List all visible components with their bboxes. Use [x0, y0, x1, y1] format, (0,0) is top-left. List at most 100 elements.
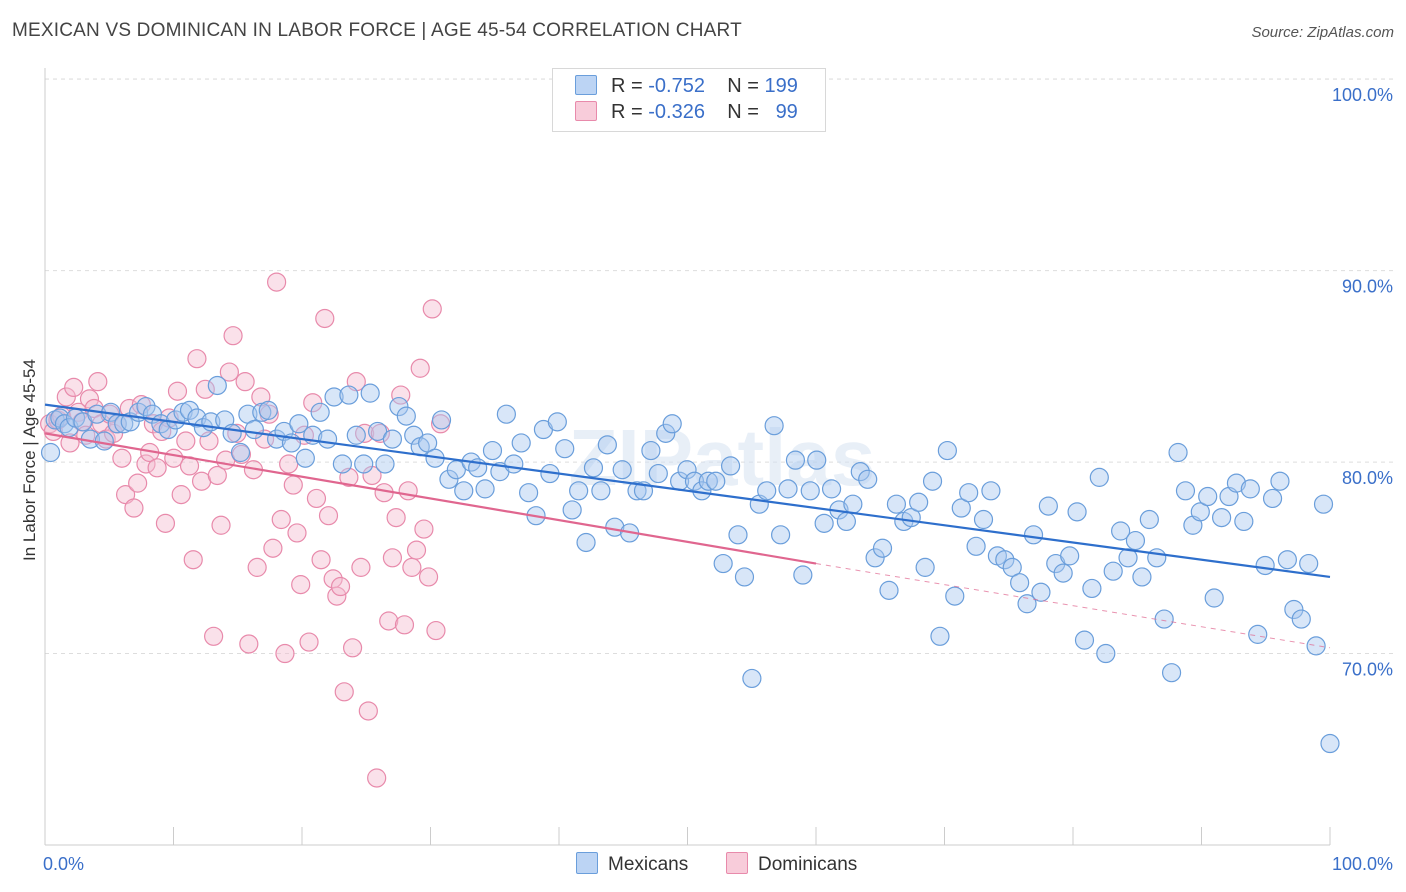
- mexicans-point: [641, 440, 661, 461]
- mexicans-point: [1053, 563, 1073, 583]
- dominicans-point: [406, 540, 427, 560]
- dominicans-trend-line: [44, 432, 817, 565]
- mexicans-point: [1147, 548, 1167, 568]
- source-label: Source: ZipAtlas.com: [1251, 24, 1394, 41]
- mexicans-point: [324, 387, 344, 407]
- dominicans-point: [358, 701, 378, 721]
- mexicans-point: [879, 580, 899, 600]
- mexicans-trend-line: [44, 403, 1331, 579]
- mexicans-point: [821, 479, 842, 499]
- dominicans-point: [410, 358, 430, 378]
- bottom-legend-dominicans: Dominicans: [726, 852, 857, 876]
- dominicans-point: [167, 381, 188, 401]
- dominicans-point: [299, 632, 319, 652]
- dominicans-point: [327, 586, 347, 606]
- mexicans-point: [720, 456, 741, 476]
- mexicans-point: [207, 375, 227, 396]
- dominicans-point: [311, 550, 331, 570]
- dominicans-point: [207, 465, 227, 486]
- dominicans-point: [279, 454, 299, 474]
- chart-title: MEXICAN VS DOMINICAN IN LABOR FORCE | AG…: [12, 20, 742, 41]
- legend-r-label: R =: [611, 101, 643, 123]
- mexicans-point: [222, 423, 242, 443]
- legend: R = -0.752 N = 199 R = -0.326 N = 99: [552, 68, 826, 132]
- mexicans-point: [496, 404, 516, 424]
- dominicans-point: [183, 550, 203, 570]
- mexicans-point: [576, 532, 596, 553]
- mexicans-point: [662, 414, 682, 434]
- mexicans-point: [1248, 624, 1268, 644]
- dominicans-point: [318, 506, 339, 526]
- y-tick-label: 100.0%: [1332, 85, 1393, 105]
- dominicans-swatch: [575, 101, 597, 121]
- mexicans-point: [295, 448, 315, 468]
- x-tick-label: 100.0%: [1332, 854, 1393, 874]
- mexicans-point: [591, 481, 611, 501]
- mexicans-point: [360, 383, 380, 403]
- mexicans-point: [1240, 479, 1260, 499]
- mexicans-point: [1031, 582, 1051, 602]
- mexicans-point: [1023, 525, 1044, 545]
- dominicans-point: [219, 362, 239, 382]
- axes: [44, 68, 1331, 846]
- mexicans-point: [922, 471, 943, 491]
- dominicans-point: [422, 299, 442, 319]
- mexicans-point: [439, 469, 459, 489]
- mexicans-point: [354, 454, 374, 474]
- mexicans-point: [800, 481, 820, 501]
- mexicans-point: [981, 481, 1001, 501]
- dominicans-point: [204, 626, 224, 646]
- mexicans-point: [317, 429, 338, 449]
- dominicans-point: [291, 575, 311, 595]
- dominicans-point: [176, 431, 196, 451]
- dominicans-point: [147, 458, 167, 478]
- mexicans-point: [951, 498, 971, 518]
- mexicans-point: [504, 454, 524, 474]
- mexicans-point: [431, 410, 452, 430]
- series-name-mexicans: Mexicans: [608, 854, 689, 875]
- mexicans-point: [1002, 557, 1022, 577]
- dominicans-point: [275, 643, 295, 664]
- mexicans-point: [872, 538, 893, 558]
- dominicans-point: [283, 475, 303, 495]
- bottom-legend-mexicans: Mexicans: [576, 852, 688, 876]
- dominicans-point: [171, 485, 191, 505]
- mexicans-point: [1291, 609, 1311, 629]
- mexicans-point: [937, 440, 957, 461]
- mexicans-point: [332, 454, 352, 474]
- dominicans-point: [267, 272, 287, 292]
- series-name-dominicans: Dominicans: [758, 854, 858, 875]
- dominicans-point: [303, 393, 323, 413]
- mexicans-point: [909, 492, 929, 512]
- dominicans-point: [315, 308, 335, 329]
- mexicans-point: [40, 442, 61, 463]
- mexicans-point: [778, 479, 798, 499]
- mexicans-point: [1074, 630, 1095, 650]
- mexicans-point: [1038, 496, 1058, 516]
- mexicans-point: [1234, 511, 1254, 532]
- mexicans-point: [482, 440, 503, 461]
- trend-lines: [44, 403, 1331, 649]
- y-tick-label: 90.0%: [1342, 277, 1393, 297]
- mexicans-point: [339, 385, 359, 405]
- dominicans-point: [414, 519, 434, 539]
- dominicans-point: [386, 507, 406, 528]
- legend-r-label: R =: [611, 75, 643, 97]
- mexicans-point: [454, 481, 474, 501]
- mexicans-point: [757, 481, 777, 501]
- y-axis-label: In Labor Force | Age 45-54: [20, 359, 39, 561]
- mexicans-point: [1139, 509, 1159, 530]
- mexicans-swatch: [576, 852, 598, 874]
- dominicans-point: [426, 620, 446, 641]
- mexicans-point: [289, 414, 309, 434]
- dominicans-trend-extension: [815, 563, 1331, 649]
- mexicans-point: [858, 469, 878, 489]
- mexicans-point: [1277, 550, 1297, 570]
- mexicans-point: [1161, 663, 1182, 683]
- mexicans-point: [1262, 488, 1283, 509]
- mexicans-point: [230, 442, 251, 463]
- mexicans-point: [1198, 486, 1218, 507]
- mexicans-point: [1255, 555, 1275, 576]
- dominicans-point: [187, 349, 207, 369]
- mexicans-point: [1103, 561, 1123, 581]
